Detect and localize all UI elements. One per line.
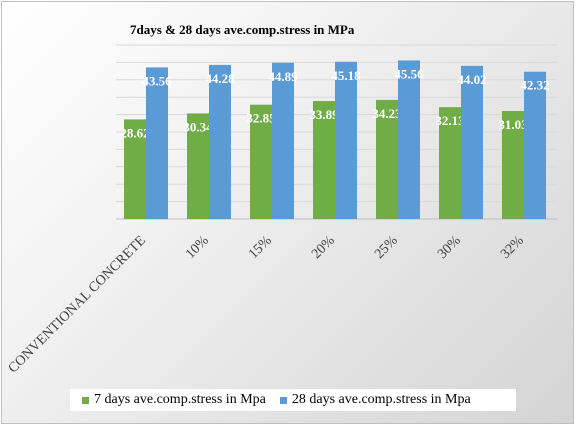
bar <box>250 104 272 219</box>
bar <box>524 71 546 219</box>
data-label: 30.34 <box>183 119 213 134</box>
bar <box>209 64 231 219</box>
x-tick-label: 15% <box>246 233 275 262</box>
bar <box>439 107 461 219</box>
bar <box>146 67 168 220</box>
data-label: 43.56 <box>142 73 172 88</box>
bar <box>376 99 398 219</box>
data-label: 28.62 <box>120 125 149 140</box>
x-tick-label: 10% <box>183 233 212 262</box>
bar <box>461 65 483 220</box>
data-label: 45.56 <box>394 66 424 81</box>
legend-label-28-days: 28 days ave.comp.stress in Mpa <box>291 392 471 407</box>
bar <box>313 101 335 219</box>
data-label: 32.13 <box>435 113 465 128</box>
x-tick-label: 25% <box>372 233 401 262</box>
data-label: 44.89 <box>268 69 298 84</box>
data-label: 33.89 <box>309 107 339 122</box>
bar <box>335 61 357 219</box>
legend-item-28-days: 28 days ave.comp.stress in Mpa <box>279 392 471 408</box>
chart-title: 7days & 28 days ave.comp.stress in MPa <box>130 22 355 37</box>
bar <box>398 60 420 219</box>
x-tick-label: CONVENTIONAL CONCRETE <box>6 233 149 376</box>
data-label: 44.28 <box>205 71 235 86</box>
legend-label-7-days: 7 days ave.comp.stress in Mpa <box>94 392 266 407</box>
data-label: 44.02 <box>457 72 486 87</box>
data-label: 45.18 <box>331 68 361 83</box>
data-label: 32.85 <box>246 111 276 126</box>
bar <box>187 113 209 219</box>
data-label: 34.23 <box>372 106 402 121</box>
bar <box>124 119 146 219</box>
legend: 7 days ave.comp.stress in Mpa 28 days av… <box>70 389 516 411</box>
bar <box>272 62 294 219</box>
data-label: 42.32 <box>520 78 549 93</box>
legend-item-7-days: 7 days ave.comp.stress in Mpa <box>82 392 266 408</box>
x-tick-label: 32% <box>498 233 527 262</box>
data-label: 31.03 <box>498 117 528 132</box>
bar <box>502 111 524 219</box>
x-tick-label: 30% <box>435 233 464 262</box>
legend-swatch-28-days <box>279 396 287 404</box>
x-tick-label: 20% <box>309 233 338 262</box>
legend-swatch-7-days <box>82 396 89 404</box>
